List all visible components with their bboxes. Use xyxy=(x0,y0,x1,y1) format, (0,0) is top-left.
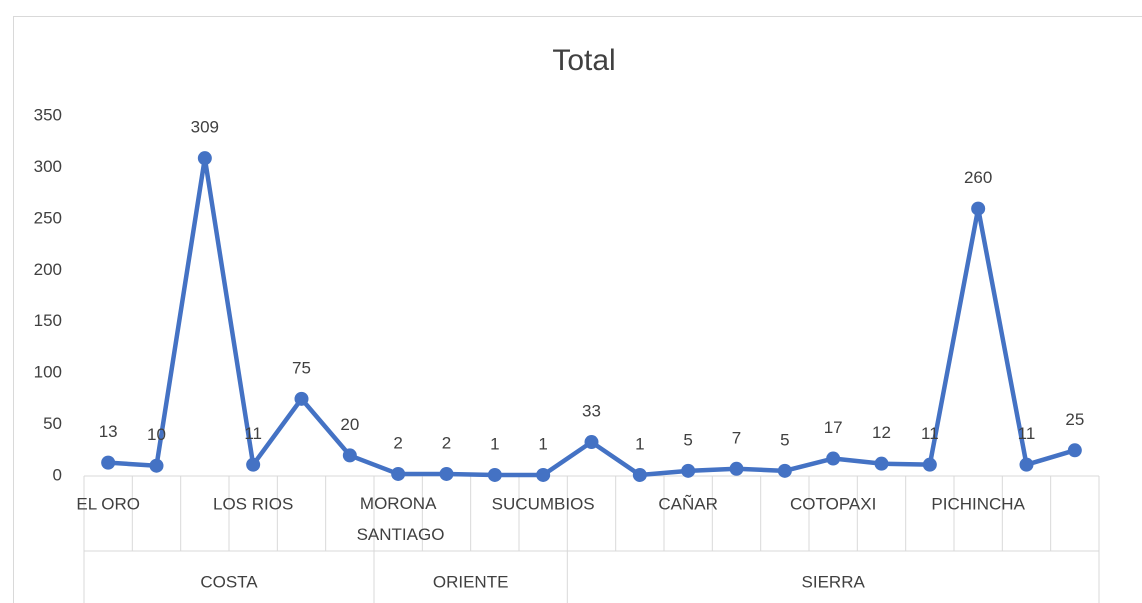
data-label: 11 xyxy=(244,424,262,443)
x-tick-label: LOS RIOS xyxy=(213,494,293,513)
chart-title: Total xyxy=(552,44,615,77)
marker xyxy=(487,467,502,482)
data-label: 10 xyxy=(147,425,166,444)
marker xyxy=(584,435,599,450)
x-tick-label: SUCUMBIOS xyxy=(492,494,595,513)
x-tick-label: PICHINCHA xyxy=(931,494,1025,513)
x-tick-label: CAÑAR xyxy=(658,494,718,513)
marker xyxy=(826,451,841,466)
y-tick-label: 300 xyxy=(34,157,62,176)
data-label: 309 xyxy=(191,118,219,137)
group-label: COSTA xyxy=(200,572,258,591)
data-label: 1 xyxy=(635,434,644,453)
marker xyxy=(149,458,164,473)
data-label: 25 xyxy=(1065,410,1084,429)
data-label: 5 xyxy=(683,430,692,449)
data-label: 20 xyxy=(340,415,359,434)
data-label: 7 xyxy=(732,428,741,447)
data-label: 2 xyxy=(442,433,451,452)
marker xyxy=(729,461,744,476)
x-tick-label: MORONA SANTIAGO xyxy=(352,494,445,544)
group-label: SIERRA xyxy=(802,572,866,591)
marker xyxy=(874,456,889,471)
data-label: 1 xyxy=(538,434,547,453)
y-tick-label: 50 xyxy=(43,414,62,433)
y-tick-label: 350 xyxy=(34,105,62,124)
marker xyxy=(342,448,357,463)
data-label: 17 xyxy=(824,418,843,437)
data-label: 1 xyxy=(490,434,499,453)
marker xyxy=(439,466,454,481)
marker xyxy=(922,457,937,472)
marker xyxy=(101,455,116,470)
y-tick-label: 200 xyxy=(34,260,62,279)
x-tick-label: EL ORO xyxy=(76,494,140,513)
data-label: 13 xyxy=(99,422,118,441)
marker xyxy=(681,463,696,478)
data-label: 12 xyxy=(872,423,891,442)
y-tick-label: 0 xyxy=(53,465,62,484)
marker xyxy=(1067,443,1082,458)
marker xyxy=(197,151,212,166)
marker xyxy=(246,457,261,472)
y-tick-label: 250 xyxy=(34,208,62,227)
data-label: 2 xyxy=(393,433,402,452)
data-label: 75 xyxy=(292,358,311,377)
marker xyxy=(777,463,792,478)
data-label: 11 xyxy=(921,424,939,443)
y-tick-label: 150 xyxy=(34,311,62,330)
marker xyxy=(971,201,986,216)
group-label: ORIENTE xyxy=(433,572,509,591)
data-label: 5 xyxy=(780,430,789,449)
marker xyxy=(391,466,406,481)
data-label: 11 xyxy=(1018,424,1036,443)
marker xyxy=(1019,457,1034,472)
data-label: 33 xyxy=(582,402,601,421)
marker xyxy=(294,391,309,406)
x-tick-label: COTOPAXI xyxy=(790,494,876,513)
data-label: 260 xyxy=(964,168,992,187)
y-tick-label: 100 xyxy=(34,363,62,382)
marker xyxy=(536,467,551,482)
chart-frame xyxy=(13,16,1142,603)
marker xyxy=(632,467,647,482)
